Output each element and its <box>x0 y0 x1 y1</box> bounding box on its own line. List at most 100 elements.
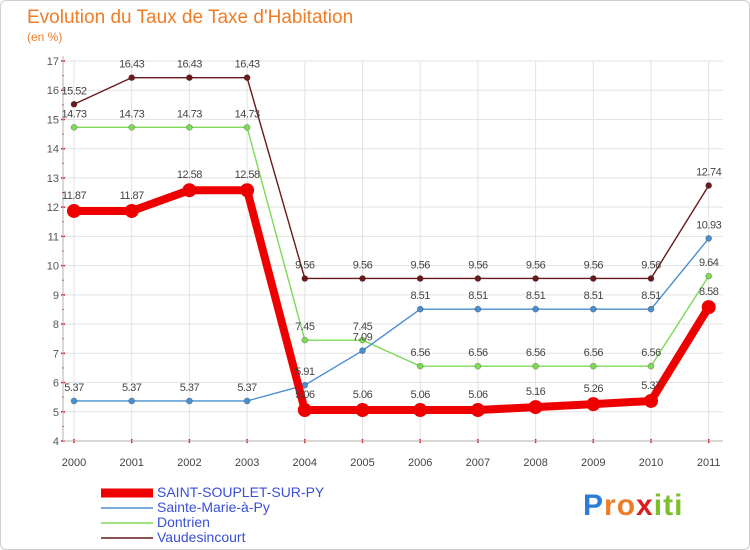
data-point <box>474 275 482 282</box>
y-tick-label: 13 <box>47 173 59 185</box>
legend: SAINT-SOUPLET-SUR-PY Sainte-Marie-à-Py D… <box>101 485 324 545</box>
data-point <box>413 403 428 418</box>
data-label: 5.91 <box>295 366 315 378</box>
x-tick-label: 2004 <box>293 457 317 469</box>
data-point <box>647 275 655 282</box>
x-tick-label: 2009 <box>581 457 605 469</box>
y-tick-label: 4 <box>53 436 59 448</box>
data-point <box>185 397 193 405</box>
data-labels-layer: 15.52 16.43 16.43 16.43 9.56 9.56 9.56 9.56 9.56… <box>61 59 722 401</box>
data-label: 5.06 <box>468 389 488 401</box>
data-label: 16.43 <box>177 59 202 71</box>
y-tick-label: 15 <box>47 114 59 126</box>
x-tick-label: 2011 <box>697 457 721 469</box>
brand-letter: i <box>674 489 684 522</box>
data-label: 7.09 <box>353 332 373 344</box>
data-point <box>182 183 197 198</box>
data-label: 6.56 <box>526 347 546 359</box>
data-label: 9.56 <box>641 259 661 271</box>
data-point <box>589 275 597 282</box>
y-tick-label: 5 <box>53 407 59 419</box>
y-tick-label: 9 <box>53 290 59 302</box>
data-point <box>67 203 81 218</box>
brand-letter: x <box>636 489 654 522</box>
data-point <box>701 300 716 315</box>
data-label: 7.45 <box>353 321 373 333</box>
data-point <box>243 397 251 405</box>
data-point <box>359 275 366 282</box>
data-point <box>359 336 366 344</box>
data-label: 5.37 <box>122 382 142 394</box>
data-label: 15.52 <box>61 85 86 97</box>
x-tick-label: 2000 <box>62 457 86 469</box>
legend-label-sainte-marie: Sainte-Marie-à-Py <box>157 499 270 515</box>
data-label: 7.45 <box>295 321 315 333</box>
data-point <box>70 397 78 405</box>
data-point <box>589 305 597 313</box>
data-point <box>705 272 713 280</box>
legend-item-dontrien[interactable]: Dontrien <box>101 515 324 530</box>
legend-label-dontrien: Dontrien <box>157 514 210 530</box>
x-tick-label: 2006 <box>408 457 432 469</box>
data-label: 6.56 <box>641 347 661 359</box>
data-point <box>240 183 255 198</box>
data-label: 9.56 <box>410 259 430 271</box>
data-point <box>70 123 78 131</box>
data-point <box>124 203 139 218</box>
data-point <box>470 403 485 418</box>
brand-letter: r <box>604 489 617 522</box>
data-label: 9.64 <box>699 257 719 269</box>
series-layer <box>67 74 716 418</box>
data-point <box>528 400 543 415</box>
x-tick-label: 2010 <box>639 457 663 469</box>
data-point <box>243 123 251 131</box>
brand-letter: o <box>616 489 637 522</box>
brand-letter: P <box>583 489 605 522</box>
data-point <box>416 362 424 370</box>
data-label: 12.58 <box>177 169 202 181</box>
data-point <box>644 393 658 408</box>
data-label: 8.51 <box>641 290 661 302</box>
x-tick-label: 2005 <box>350 457 374 469</box>
data-point <box>70 100 78 108</box>
data-label: 9.56 <box>295 259 315 271</box>
data-point <box>185 123 193 131</box>
data-label: 5.06 <box>410 389 430 401</box>
series-line <box>73 237 710 402</box>
data-label: 14.73 <box>61 108 86 120</box>
data-label: 5.37 <box>237 382 257 394</box>
legend-item-vaudesincourt[interactable]: Vaudesincourt <box>101 530 324 545</box>
data-point <box>128 123 136 131</box>
brand-letter: i <box>653 489 664 522</box>
data-label: 5.16 <box>526 386 546 398</box>
axis-layer: 4 5 6 7 8 9 10 11 12 13 14 15 16 17 2000 2001 2002 2003 20… <box>47 56 723 469</box>
data-label: 6.56 <box>410 347 430 359</box>
data-point <box>589 362 597 370</box>
data-label: 8.51 <box>526 290 546 302</box>
data-label: 5.37 <box>641 380 661 392</box>
legend-item-sainte-marie[interactable]: Sainte-Marie-à-Py <box>101 500 324 515</box>
legend-label-vaudesincourt: Vaudesincourt <box>157 529 246 545</box>
data-point <box>359 347 366 355</box>
y-tick-label: 14 <box>47 144 59 156</box>
data-label: 9.56 <box>584 259 604 271</box>
data-point <box>586 397 601 412</box>
data-label: 6.56 <box>584 347 604 359</box>
x-tick-label: 2002 <box>177 457 201 469</box>
data-point <box>416 305 424 313</box>
proxiti-logo: Proxiti <box>583 489 683 523</box>
data-point <box>128 74 136 82</box>
y-tick-label: 7 <box>53 348 59 360</box>
data-point <box>355 403 370 418</box>
data-point <box>301 336 309 344</box>
data-point <box>128 397 136 405</box>
data-label: 16.43 <box>119 59 144 71</box>
brand-letter: t <box>663 489 675 522</box>
legend-item-saint-souplet[interactable]: SAINT-SOUPLET-SUR-PY <box>101 485 324 500</box>
y-tick-label: 8 <box>53 319 59 331</box>
data-label: 14.73 <box>119 108 144 120</box>
data-point <box>301 275 309 282</box>
data-label: 12.74 <box>696 167 721 179</box>
y-tick-label: 16 <box>47 85 59 97</box>
